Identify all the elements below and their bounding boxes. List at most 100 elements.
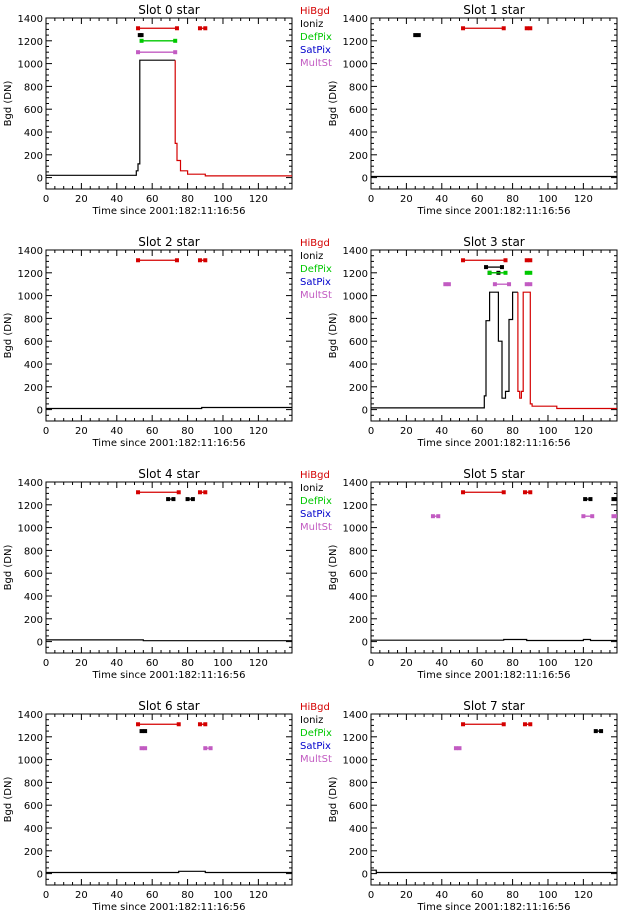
x-tick-label: 80 xyxy=(506,890,519,901)
y-tick-label: 200 xyxy=(349,151,368,162)
y-tick-label: 400 xyxy=(349,824,368,835)
x-tick-label: 80 xyxy=(506,194,519,205)
x-tick-label: 40 xyxy=(435,426,448,437)
legend-entry-multst: MultSt xyxy=(300,290,332,301)
x-tick-label: 60 xyxy=(471,194,484,205)
plot-frame xyxy=(45,249,293,422)
x-tick-label: 100 xyxy=(538,426,557,437)
flag-marker-hibgd xyxy=(501,490,506,495)
x-tick-label: 120 xyxy=(249,194,268,205)
x-tick-label: 100 xyxy=(213,426,232,437)
flag-marker-multst xyxy=(443,282,448,287)
y-tick-label: 1000 xyxy=(343,756,368,767)
x-tick-label: 120 xyxy=(574,194,593,205)
plot-frame xyxy=(370,17,618,190)
flag-marker-multst xyxy=(446,282,451,287)
flag-marker-hibgd xyxy=(528,258,533,263)
y-tick-label: 1000 xyxy=(18,756,43,767)
y-tick-label: 0 xyxy=(37,638,43,649)
legend-entry-satpix: SatPix xyxy=(300,277,331,288)
plot-area xyxy=(371,26,617,178)
y-tick-label: 1200 xyxy=(18,501,43,512)
legend-entry-ioniz: Ioniz xyxy=(300,715,323,726)
y-tick-label: 400 xyxy=(24,360,43,371)
y-tick-label: 1400 xyxy=(18,478,43,489)
x-tick-label: 40 xyxy=(110,426,123,437)
x-tick-label: 40 xyxy=(110,890,123,901)
flag-marker-multst xyxy=(136,50,141,55)
flag-marker-ioniz xyxy=(139,33,144,38)
plot-area xyxy=(46,258,292,410)
y-tick-label: 1400 xyxy=(343,14,368,25)
flag-marker-multst xyxy=(430,514,435,519)
y-tick-label: 0 xyxy=(362,870,368,881)
y-tick-label: 1200 xyxy=(343,269,368,280)
chart-title: Slot 3 star xyxy=(463,235,525,249)
flag-marker-ioniz xyxy=(599,729,604,734)
flag-marker-hibgd xyxy=(528,26,533,31)
flag-marker-ioniz xyxy=(171,497,176,502)
y-axis-label: Bgd (DN) xyxy=(3,81,14,127)
y-tick-label: 400 xyxy=(24,592,43,603)
bgd-trace-hibgd xyxy=(174,60,292,177)
x-tick-label: 60 xyxy=(471,890,484,901)
y-tick-label: 0 xyxy=(37,406,43,417)
plot-frame xyxy=(370,713,618,886)
flag-marker-hibgd xyxy=(136,258,141,263)
flag-marker-multst xyxy=(590,514,595,519)
x-tick-label: 80 xyxy=(506,426,519,437)
y-tick-label: 600 xyxy=(349,801,368,812)
y-tick-label: 1400 xyxy=(343,246,368,257)
flag-marker-hibgd xyxy=(176,490,181,495)
x-tick-label: 100 xyxy=(538,194,557,205)
y-tick-label: 1000 xyxy=(18,292,43,303)
bgd-trace xyxy=(371,869,617,874)
flag-marker-ioniz xyxy=(190,497,195,502)
flag-marker-multst xyxy=(615,514,617,519)
x-tick-label: 20 xyxy=(75,426,88,437)
x-axis-label: Time since 2001:182:11:16:56 xyxy=(92,438,246,449)
y-axis-label: Bgd (DN) xyxy=(328,545,339,591)
x-tick-label: 100 xyxy=(213,194,232,205)
flag-marker-hibgd xyxy=(461,722,466,727)
x-tick-label: 100 xyxy=(538,890,557,901)
y-tick-label: 800 xyxy=(349,778,368,789)
y-tick-label: 400 xyxy=(24,128,43,139)
flag-marker-ioniz xyxy=(611,497,616,502)
legend-entry-defpix: DefPix xyxy=(300,264,332,275)
y-tick-label: 0 xyxy=(362,638,368,649)
y-tick-label: 200 xyxy=(349,847,368,858)
plot-frame xyxy=(370,249,618,422)
chart-title: Slot 4 star xyxy=(138,467,200,481)
x-tick-label: 120 xyxy=(249,426,268,437)
y-tick-label: 600 xyxy=(349,105,368,116)
plot-area xyxy=(46,490,292,642)
bgd-trace xyxy=(46,870,292,874)
flag-marker-hibgd xyxy=(461,26,466,31)
x-tick-label: 0 xyxy=(368,890,374,901)
y-axis-label: Bgd (DN) xyxy=(328,777,339,823)
flag-marker-multst xyxy=(453,746,458,751)
flag-marker-multst xyxy=(436,514,441,519)
flag-marker-ioniz xyxy=(139,729,144,734)
x-tick-label: 40 xyxy=(435,658,448,669)
y-tick-label: 200 xyxy=(24,615,43,626)
legend-entry-multst: MultSt xyxy=(300,58,332,69)
chart-title: Slot 2 star xyxy=(138,235,200,249)
x-tick-label: 20 xyxy=(400,890,413,901)
legend-entry-multst: MultSt xyxy=(300,754,332,765)
flag-marker-ioniz xyxy=(615,497,617,502)
x-tick-label: 80 xyxy=(181,194,194,205)
plot-area xyxy=(371,722,617,874)
y-tick-label: 800 xyxy=(24,314,43,325)
bgd-trace xyxy=(371,638,617,642)
flag-marker-hibgd xyxy=(197,26,202,31)
x-axis-label: Time since 2001:182:11:16:56 xyxy=(417,670,571,681)
flag-marker-hibgd xyxy=(136,722,141,727)
legend-entry-hibgd: HiBgd xyxy=(300,702,330,713)
flag-marker-hibgd xyxy=(203,722,208,727)
legend-entry-ioniz: Ioniz xyxy=(300,483,323,494)
